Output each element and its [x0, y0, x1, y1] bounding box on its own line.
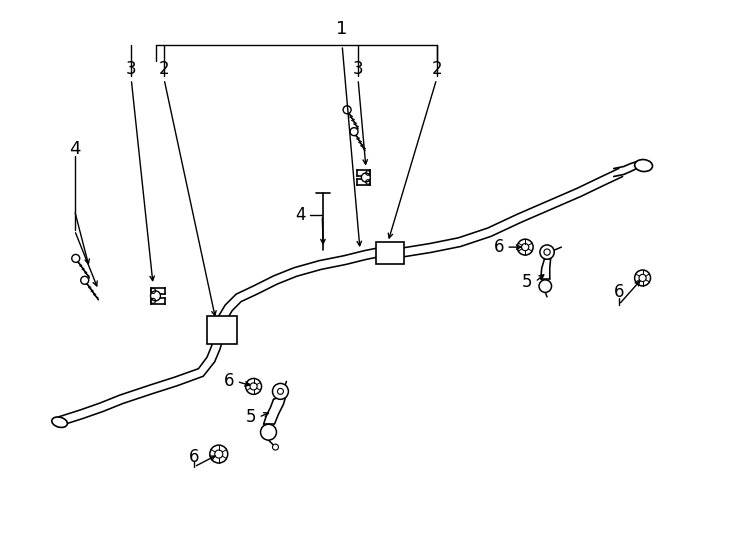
Circle shape	[272, 444, 278, 450]
Circle shape	[272, 383, 288, 400]
Circle shape	[350, 127, 358, 136]
Text: 3: 3	[126, 60, 137, 78]
Text: 1: 1	[336, 20, 348, 38]
Text: 4: 4	[295, 206, 305, 224]
Circle shape	[361, 173, 371, 182]
Text: 2: 2	[159, 60, 170, 78]
Text: 5: 5	[522, 273, 532, 291]
FancyBboxPatch shape	[376, 242, 404, 264]
Circle shape	[261, 424, 277, 440]
Circle shape	[72, 254, 80, 262]
Text: 6: 6	[494, 238, 504, 256]
Circle shape	[150, 291, 161, 301]
Text: 6: 6	[189, 448, 199, 466]
Ellipse shape	[52, 417, 68, 428]
Circle shape	[81, 276, 89, 284]
Text: 3: 3	[353, 60, 363, 78]
FancyBboxPatch shape	[207, 316, 236, 343]
Ellipse shape	[635, 159, 653, 172]
Circle shape	[246, 379, 261, 394]
Text: 2: 2	[432, 60, 442, 78]
Circle shape	[210, 445, 228, 463]
Circle shape	[635, 270, 650, 286]
Circle shape	[544, 249, 550, 255]
Circle shape	[540, 245, 554, 259]
Circle shape	[277, 388, 283, 394]
Text: 6: 6	[614, 283, 624, 301]
Text: 4: 4	[69, 140, 80, 158]
Circle shape	[517, 239, 533, 255]
Text: 6: 6	[223, 373, 234, 390]
Circle shape	[539, 280, 551, 292]
Text: 5: 5	[245, 408, 256, 426]
Circle shape	[343, 106, 351, 114]
